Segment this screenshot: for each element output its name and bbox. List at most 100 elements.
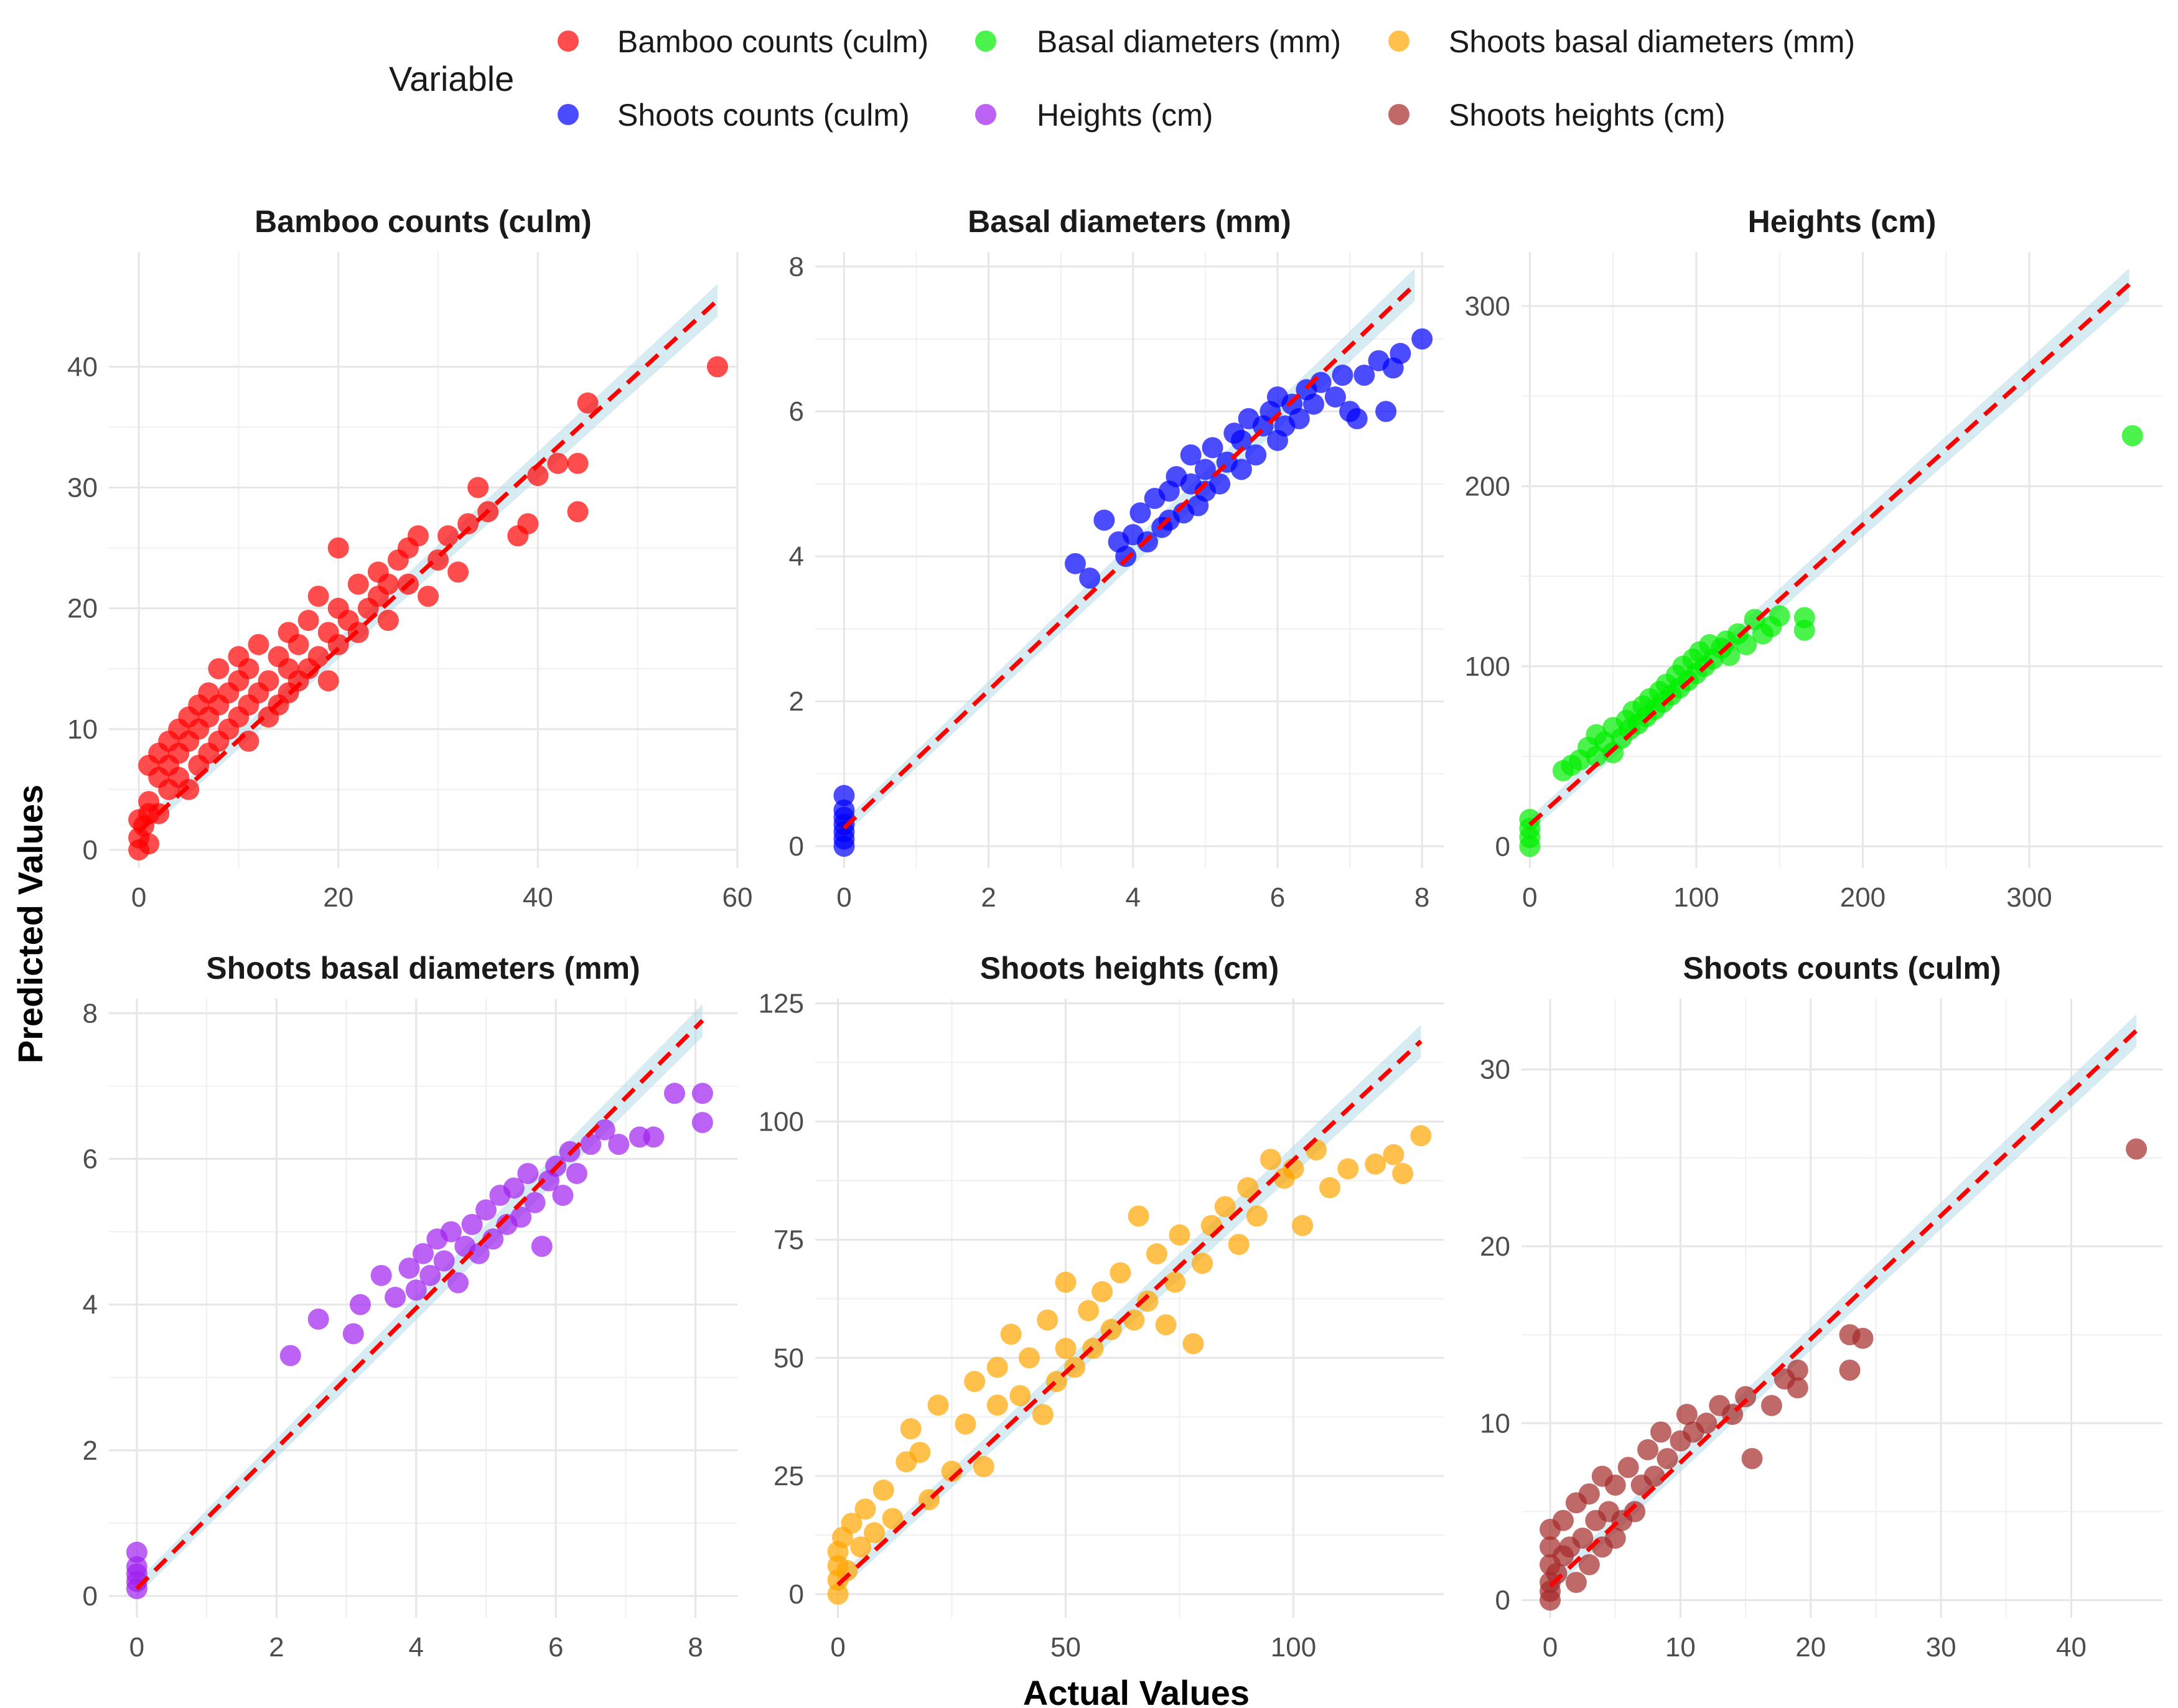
data-point bbox=[900, 1418, 922, 1440]
x-tick-label: 10 bbox=[1665, 1632, 1696, 1663]
x-tick-label: 200 bbox=[1840, 882, 1886, 913]
data-point bbox=[580, 1134, 602, 1155]
legend-key-shoots-heights bbox=[1388, 104, 1409, 125]
data-point bbox=[510, 1206, 532, 1228]
data-point bbox=[1604, 1474, 1626, 1496]
data-point bbox=[1064, 553, 1086, 574]
data-point bbox=[238, 658, 259, 679]
data-point bbox=[307, 1309, 329, 1330]
data-point bbox=[457, 513, 479, 534]
data-point bbox=[370, 1264, 392, 1286]
panel-shoots-basal-diameters-mm: 0 2 4 6 8 0 2 4 6 8 Shoots basal diameters (mm) bbox=[83, 951, 737, 1663]
data-point bbox=[567, 501, 589, 523]
legend-label-shoots-counts: Shoots counts (culm) bbox=[617, 98, 910, 133]
y-tick-label: 0 bbox=[83, 1581, 98, 1612]
data-point bbox=[238, 730, 259, 752]
x-tick-label: 6 bbox=[1270, 882, 1285, 913]
y-tick-label: 8 bbox=[83, 998, 98, 1029]
data-point bbox=[178, 778, 200, 800]
data-point bbox=[1650, 1421, 1672, 1443]
data-point bbox=[258, 670, 279, 692]
data-point bbox=[1009, 1385, 1031, 1407]
data-point bbox=[854, 1498, 876, 1520]
x-axis-title: Actual Values bbox=[1023, 1673, 1250, 1708]
panel-shoots-heights-cm: 0 50 100 0 25 50 75 100 125 Shoots heights (cm) bbox=[759, 951, 1444, 1663]
data-point bbox=[208, 658, 230, 679]
x-tick-label: 6 bbox=[548, 1632, 563, 1663]
data-point bbox=[643, 1126, 665, 1148]
data-point bbox=[461, 1213, 483, 1235]
legend-key-shoots-counts bbox=[558, 104, 579, 125]
panel-title: Shoots basal diameters (mm) bbox=[206, 951, 640, 986]
data-point bbox=[691, 1083, 713, 1104]
panel-heights-cm: 0 100 200 300 0 100 200 300 Heights (cm) bbox=[1465, 204, 2162, 913]
x-tick-label: 8 bbox=[1414, 882, 1429, 913]
data-point bbox=[1228, 1233, 1250, 1255]
y-tick-label: 6 bbox=[789, 396, 804, 427]
y-tick-label: 25 bbox=[774, 1461, 804, 1491]
data-point bbox=[1245, 444, 1267, 466]
x-tick-label: 8 bbox=[688, 1632, 703, 1663]
data-point bbox=[307, 646, 329, 668]
y-tick-label: 6 bbox=[83, 1144, 98, 1175]
data-point bbox=[608, 1134, 630, 1155]
data-point bbox=[872, 1479, 894, 1501]
data-point bbox=[1214, 1196, 1236, 1218]
data-point bbox=[1392, 1163, 1414, 1185]
data-point bbox=[1230, 429, 1252, 451]
y-tick-label: 30 bbox=[1480, 1055, 1510, 1085]
data-point bbox=[1192, 1253, 1213, 1274]
data-point bbox=[841, 1513, 862, 1534]
y-tick-label: 200 bbox=[1465, 471, 1510, 502]
data-point bbox=[126, 1556, 147, 1578]
x-tick-label: 300 bbox=[2006, 882, 2052, 913]
data-point bbox=[1200, 1215, 1222, 1236]
data-point bbox=[327, 633, 349, 655]
data-point bbox=[317, 670, 339, 692]
legend-item: Heights (cm) bbox=[975, 98, 1213, 133]
data-point bbox=[1676, 1404, 1698, 1426]
data-point bbox=[1839, 1360, 1861, 1381]
data-point bbox=[964, 1371, 986, 1393]
data-point bbox=[1769, 605, 1790, 627]
x-tick-label: 0 bbox=[131, 882, 146, 913]
data-point bbox=[1519, 808, 1541, 830]
data-point bbox=[385, 1286, 406, 1308]
panel-basal-diameters-mm: 0 2 4 6 8 0 2 4 6 8 Basal diameters (mm) bbox=[789, 204, 1444, 913]
data-point bbox=[1306, 1139, 1327, 1161]
data-point bbox=[1164, 1271, 1186, 1293]
legend-label-bamboo-counts: Bamboo counts (culm) bbox=[617, 24, 928, 59]
x-tick-label: 100 bbox=[1673, 882, 1719, 913]
data-point bbox=[1643, 1465, 1665, 1487]
data-point bbox=[1018, 1347, 1040, 1369]
legend-item: Shoots counts (culm) bbox=[558, 98, 910, 133]
data-point bbox=[1565, 1572, 1587, 1594]
data-point bbox=[1578, 1483, 1600, 1505]
data-point bbox=[1365, 1153, 1386, 1175]
x-tick-label: 40 bbox=[2056, 1632, 2087, 1663]
data-point bbox=[1375, 401, 1397, 422]
data-point bbox=[1411, 328, 1433, 350]
data-point bbox=[1696, 1412, 1718, 1434]
x-tick-label: 100 bbox=[1271, 1632, 1316, 1663]
panel-title: Heights (cm) bbox=[1748, 204, 1937, 239]
data-point bbox=[986, 1394, 1008, 1416]
data-point bbox=[1078, 1300, 1100, 1322]
data-point bbox=[552, 1185, 574, 1206]
legend-label-shoots-heights: Shoots heights (cm) bbox=[1449, 98, 1726, 133]
data-point bbox=[531, 1236, 553, 1257]
y-tick-label: 0 bbox=[789, 831, 804, 862]
x-tick-label: 0 bbox=[1543, 1632, 1558, 1663]
panel-title: Shoots heights (cm) bbox=[980, 951, 1279, 986]
x-tick-label: 40 bbox=[523, 882, 553, 913]
data-point bbox=[1032, 1404, 1054, 1426]
regression-line bbox=[135, 1019, 704, 1590]
data-point bbox=[524, 1192, 546, 1213]
regression-line bbox=[1548, 1029, 2138, 1588]
x-tick-label: 50 bbox=[1050, 1632, 1081, 1663]
data-point bbox=[1852, 1327, 1874, 1349]
data-point bbox=[909, 1442, 931, 1463]
confidence-band bbox=[136, 1004, 703, 1597]
data-point bbox=[1055, 1338, 1077, 1360]
